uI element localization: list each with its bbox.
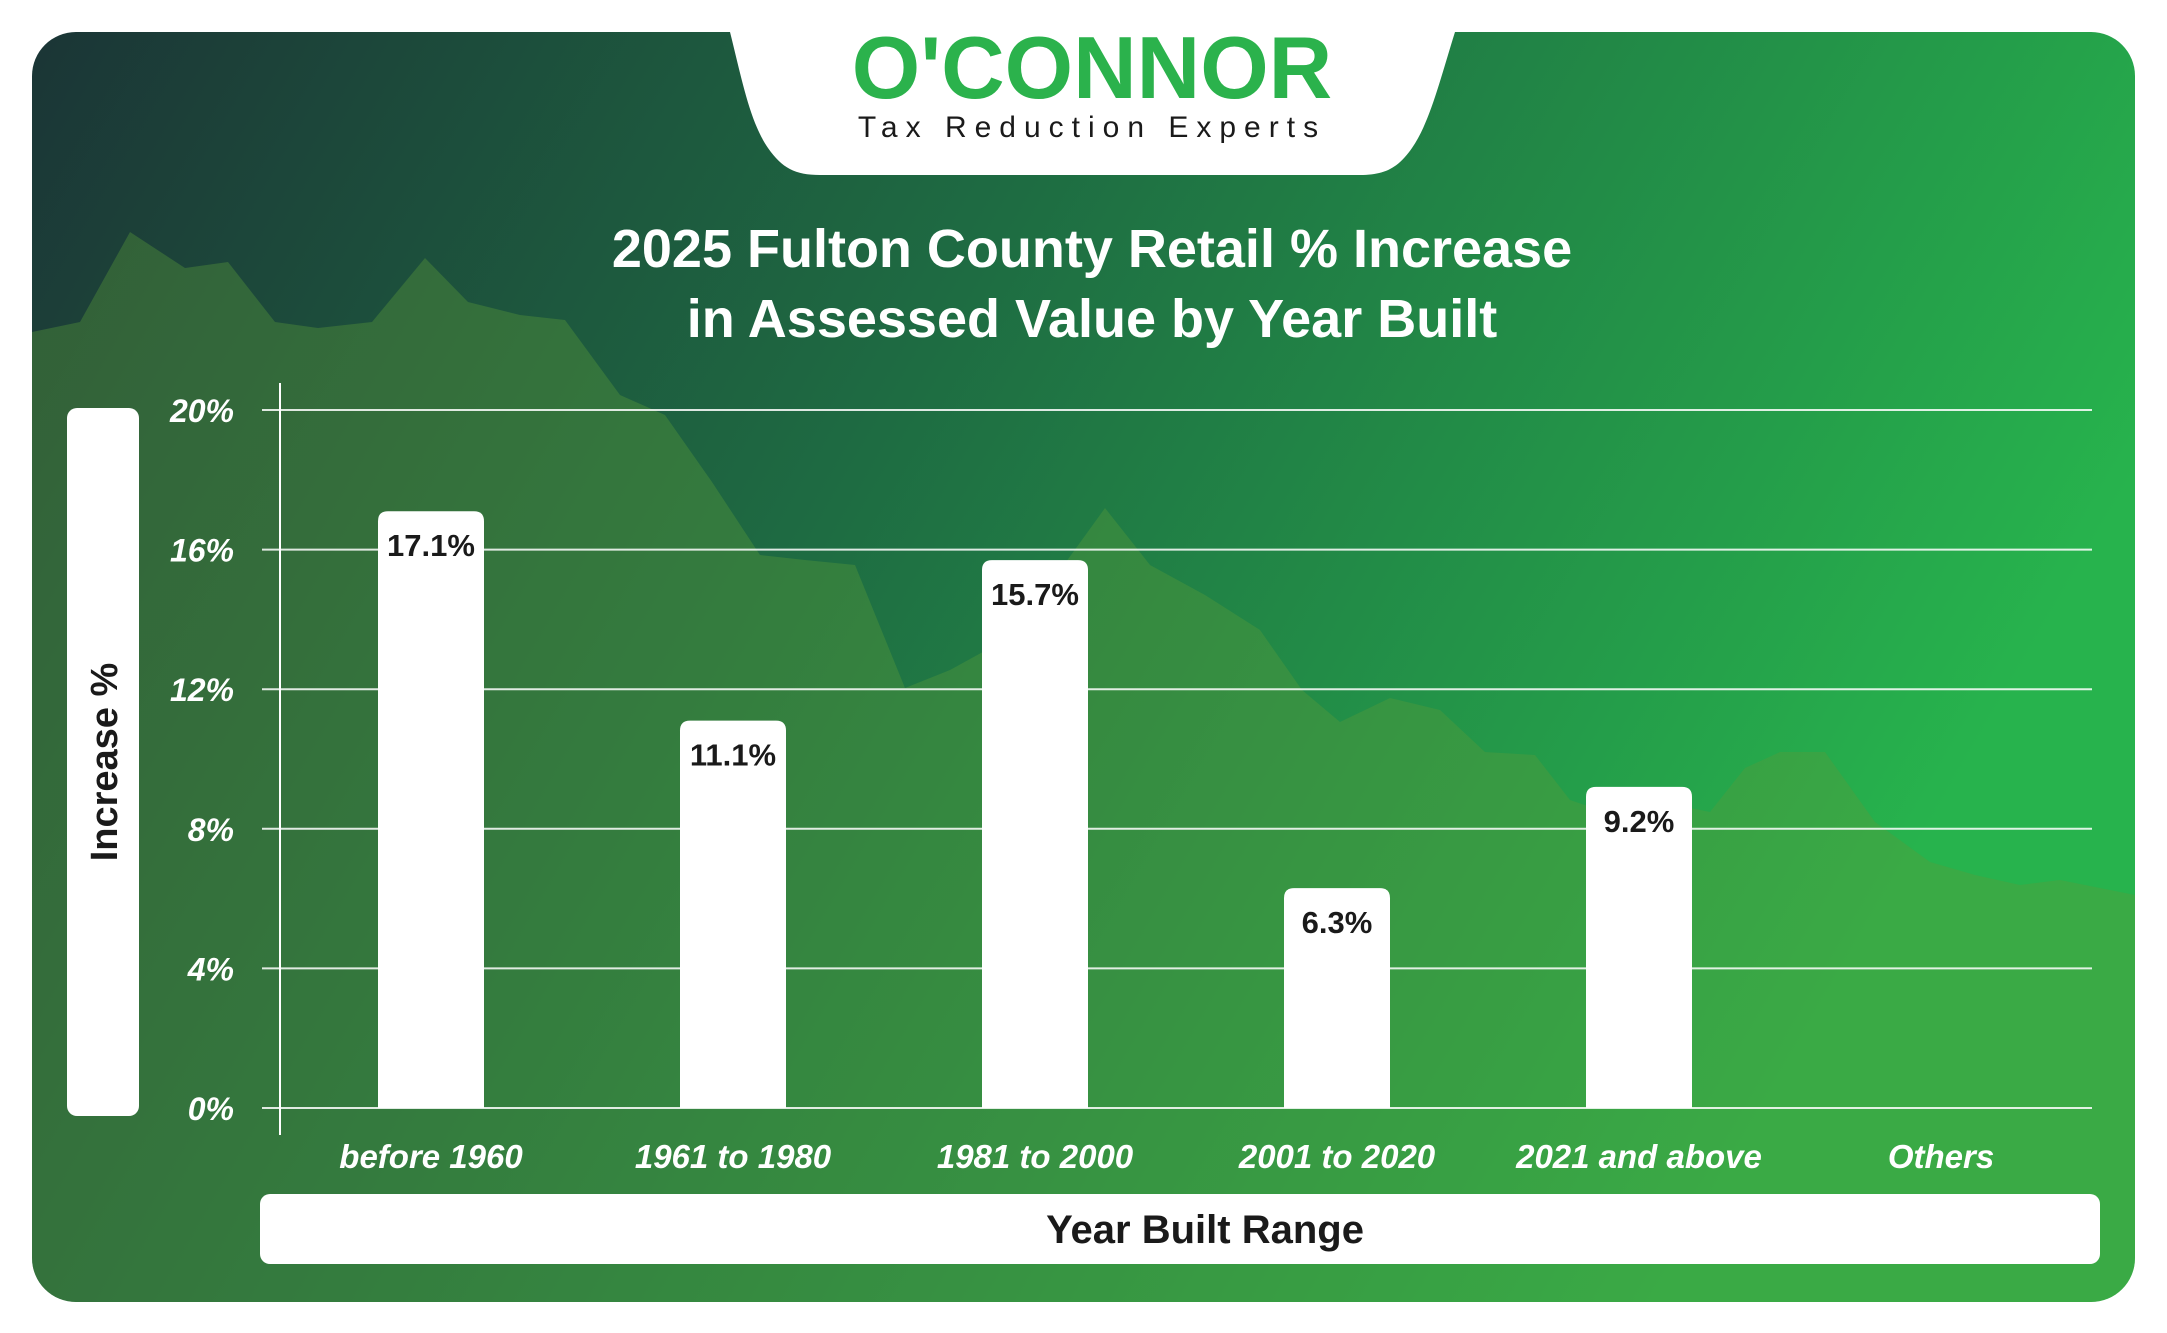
x-tick-label: 2021 and above bbox=[1515, 1138, 1762, 1175]
chart-subtitle: in Assessed Value by Year Built bbox=[687, 289, 1497, 349]
x-tick-label: Others bbox=[1888, 1138, 1994, 1175]
y-axis-label: Increase % bbox=[84, 663, 126, 862]
x-tick-labels: before 1960 1961 to 1980 1981 to 2000 2001 … bbox=[339, 1138, 1994, 1175]
bar-value-label: 6.3% bbox=[1302, 905, 1373, 940]
y-tick-label: 16% bbox=[170, 533, 234, 569]
x-tick-label: 1981 to 2000 bbox=[937, 1138, 1134, 1175]
gridlines bbox=[262, 409, 2092, 1109]
y-axis-label-box: Increase % bbox=[67, 408, 139, 1116]
y-tick-label: 20% bbox=[169, 393, 234, 429]
bar bbox=[1586, 786, 1692, 1108]
bar bbox=[982, 560, 1088, 1108]
bar bbox=[378, 511, 484, 1109]
bar-value-label: 15.7% bbox=[991, 577, 1079, 612]
bar bbox=[1284, 888, 1390, 1108]
bar-value-label: 11.1% bbox=[690, 738, 776, 773]
bars: 17.1% 11.1% 15.7% 6.3% 9.2% bbox=[378, 511, 1692, 1109]
bar bbox=[680, 720, 786, 1108]
x-tick-label: 2001 to 2020 bbox=[1238, 1138, 1436, 1175]
logo-tab: O'CONNOR Tax Reduction Experts bbox=[730, 18, 1455, 175]
chart-title: 2025 Fulton County Retail % Increase bbox=[612, 219, 1572, 279]
x-axis-label-box: Year Built Range bbox=[260, 1194, 2100, 1264]
y-tick-labels: 0% 4% 8% 12% 16% 20% bbox=[169, 393, 234, 1127]
y-tick-label: 12% bbox=[170, 672, 234, 708]
bar-value-label: 9.2% bbox=[1604, 804, 1675, 839]
x-axis-label: Year Built Range bbox=[1046, 1208, 1364, 1252]
x-tick-label: 1961 to 1980 bbox=[635, 1138, 832, 1175]
brand-tagline: Tax Reduction Experts bbox=[858, 111, 1326, 144]
y-tick-label: 0% bbox=[188, 1091, 234, 1127]
brand-logo: O'CONNOR bbox=[852, 18, 1332, 117]
y-tick-label: 8% bbox=[188, 812, 234, 848]
x-tick-label: before 1960 bbox=[339, 1138, 523, 1175]
bar-value-label: 17.1% bbox=[387, 528, 475, 563]
y-tick-label: 4% bbox=[187, 951, 234, 987]
